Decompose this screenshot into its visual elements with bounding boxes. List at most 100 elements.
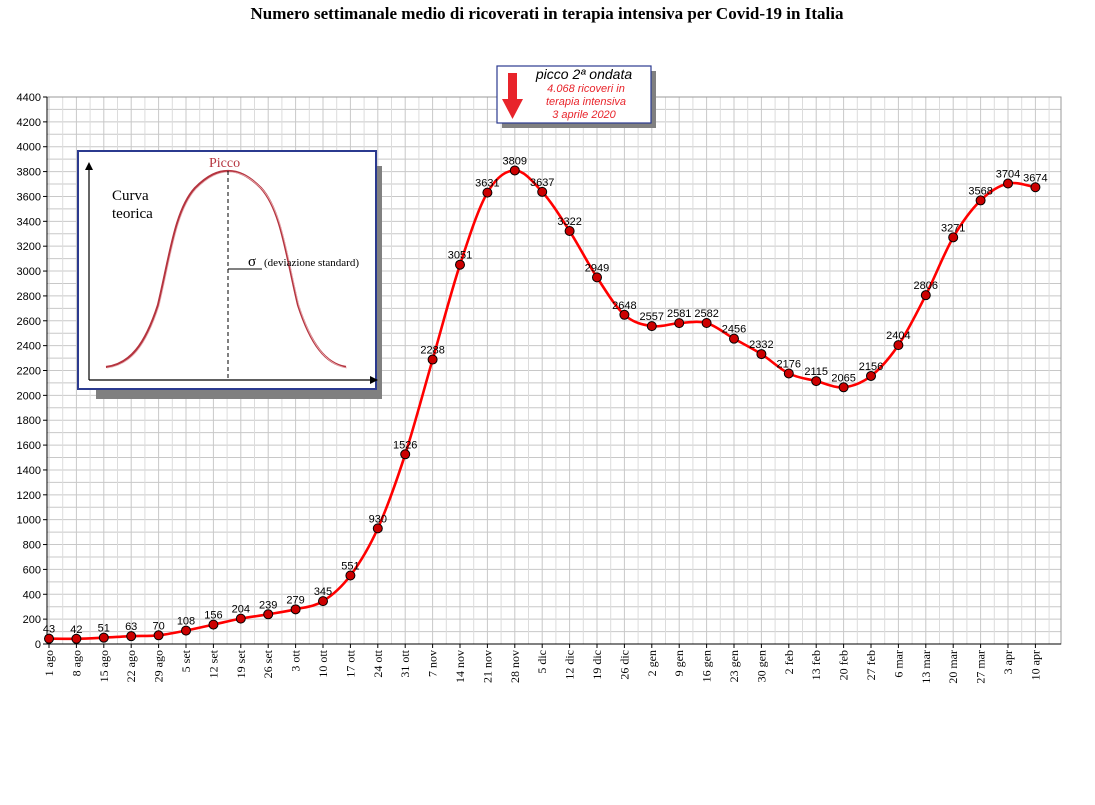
y-tick-label: 1400 — [17, 465, 41, 477]
data-label: 3271 — [941, 222, 965, 234]
x-tick-label: 24 ott — [371, 649, 385, 677]
data-point — [920, 290, 931, 301]
x-tick-label: 23 gen — [727, 650, 741, 682]
annotation-line-3: 3 aprile 2020 — [552, 109, 616, 121]
y-tick-label: 600 — [23, 564, 41, 576]
x-tick-label: 2 gen — [645, 650, 659, 676]
annotation-frame — [496, 65, 652, 124]
y-tick-label: 2600 — [17, 316, 41, 328]
data-point — [400, 449, 411, 460]
data-point — [44, 633, 54, 644]
y-tick-label: 3200 — [17, 241, 41, 253]
data-label: 2582 — [694, 308, 718, 320]
data-label: 2557 — [640, 311, 664, 323]
inset-curve-shadow — [106, 171, 348, 369]
x-tick-label: 5 dic — [535, 650, 549, 674]
x-tick-label: 10 apr — [1028, 650, 1042, 680]
x-tick-label: 1 ago — [42, 650, 56, 676]
data-point — [619, 309, 630, 320]
inset-label-line2: teorica — [112, 206, 153, 222]
data-label: 239 — [259, 599, 277, 611]
y-tick-label: 800 — [23, 540, 41, 552]
annotation-title: picco 2ª ondata — [535, 66, 632, 82]
data-point — [646, 321, 657, 332]
inset-y-arrow-icon — [85, 162, 93, 170]
x-tick-label: 31 ott — [398, 649, 412, 677]
x-tick-label: 7 nov — [426, 650, 440, 677]
x-tick-label: 30 gen — [754, 650, 768, 682]
data-label: 3322 — [557, 216, 581, 228]
data-label: 2581 — [667, 308, 691, 320]
y-tick-label: 3400 — [17, 216, 41, 228]
data-point — [482, 187, 493, 198]
data-label: 2288 — [420, 345, 444, 357]
data-labels: 43 42 51 63 70 108 156 204 239 279 345 551 930 1526 22… — [43, 155, 1048, 635]
data-point — [537, 186, 548, 197]
data-label: 930 — [369, 513, 387, 525]
y-tick-label: 3000 — [17, 266, 41, 278]
data-label: 2176 — [777, 358, 801, 370]
x-tick-label: 13 mar — [919, 650, 933, 684]
x-tick-label: 26 dic — [617, 650, 631, 680]
data-point — [729, 333, 739, 344]
x-tick-label: 10 ott — [316, 649, 330, 677]
data-label: 2115 — [804, 366, 828, 378]
x-tick-label: 27 mar — [974, 650, 988, 684]
data-label: 42 — [70, 624, 82, 636]
data-point — [509, 165, 520, 176]
y-tick-label: 4000 — [17, 142, 41, 154]
x-tick-label: 19 dic — [590, 650, 604, 680]
y-tick-label: 200 — [23, 614, 41, 626]
inset-theoretical-curve: Picco Curva teorica σ (deviazione standa… — [77, 150, 382, 399]
x-axis: 1 ago 8 ago 15 ago 22 ago 29 ago 5 set 12 set 1… — [42, 643, 1061, 684]
x-tick-label: 19 set — [234, 649, 248, 678]
data-label: 70 — [152, 620, 164, 632]
down-arrow-shaft-icon — [508, 73, 517, 101]
data-label: 3568 — [968, 185, 992, 197]
down-arrow-icon — [502, 99, 523, 119]
data-label: 156 — [204, 610, 222, 622]
data-label: 3809 — [503, 155, 527, 167]
data-point — [208, 619, 219, 630]
data-point — [263, 609, 274, 620]
x-tick-label: 27 feb — [864, 650, 878, 680]
x-tick-label: 20 feb — [837, 650, 851, 680]
data-label: 3631 — [475, 178, 499, 190]
data-point — [290, 604, 301, 615]
data-point — [455, 259, 465, 270]
y-tick-label: 4400 — [17, 92, 41, 104]
data-label: 1526 — [393, 439, 417, 451]
y-tick-label: 400 — [23, 589, 41, 601]
y-tick-label: 0 — [35, 639, 41, 651]
data-label: 3051 — [448, 250, 472, 262]
data-point — [1003, 178, 1013, 189]
inset-peak-label: Picco — [209, 156, 240, 171]
data-point — [783, 368, 794, 379]
y-tick-label: 2800 — [17, 291, 41, 303]
data-label: 2806 — [914, 280, 938, 292]
x-tick-label: 3 apr — [1001, 650, 1015, 674]
x-tick-label: 8 ago — [69, 650, 83, 676]
data-point — [71, 633, 82, 644]
data-point — [701, 318, 712, 329]
data-label: 3704 — [996, 169, 1020, 181]
data-point — [98, 632, 109, 643]
annotation-line-1: 4.068 ricoveri in — [547, 83, 625, 95]
y-tick-label: 3800 — [17, 167, 41, 179]
y-tick-label: 4200 — [17, 117, 41, 129]
inset-sigma-label: (deviazione standard) — [264, 257, 359, 269]
data-point — [893, 340, 904, 351]
data-label: 108 — [177, 616, 195, 628]
inset-sigma-symbol: σ — [248, 254, 256, 270]
data-point — [318, 596, 328, 607]
y-tick-label: 3600 — [17, 191, 41, 203]
x-tick-label: 9 gen — [672, 650, 686, 676]
x-tick-label: 12 set — [206, 649, 220, 678]
x-tick-label: 20 mar — [946, 650, 960, 684]
data-point — [866, 370, 876, 381]
data-point — [345, 570, 356, 581]
data-label: 43 — [43, 624, 55, 636]
data-label: 2648 — [612, 300, 636, 312]
data-point — [181, 625, 191, 636]
data-point — [372, 523, 383, 534]
